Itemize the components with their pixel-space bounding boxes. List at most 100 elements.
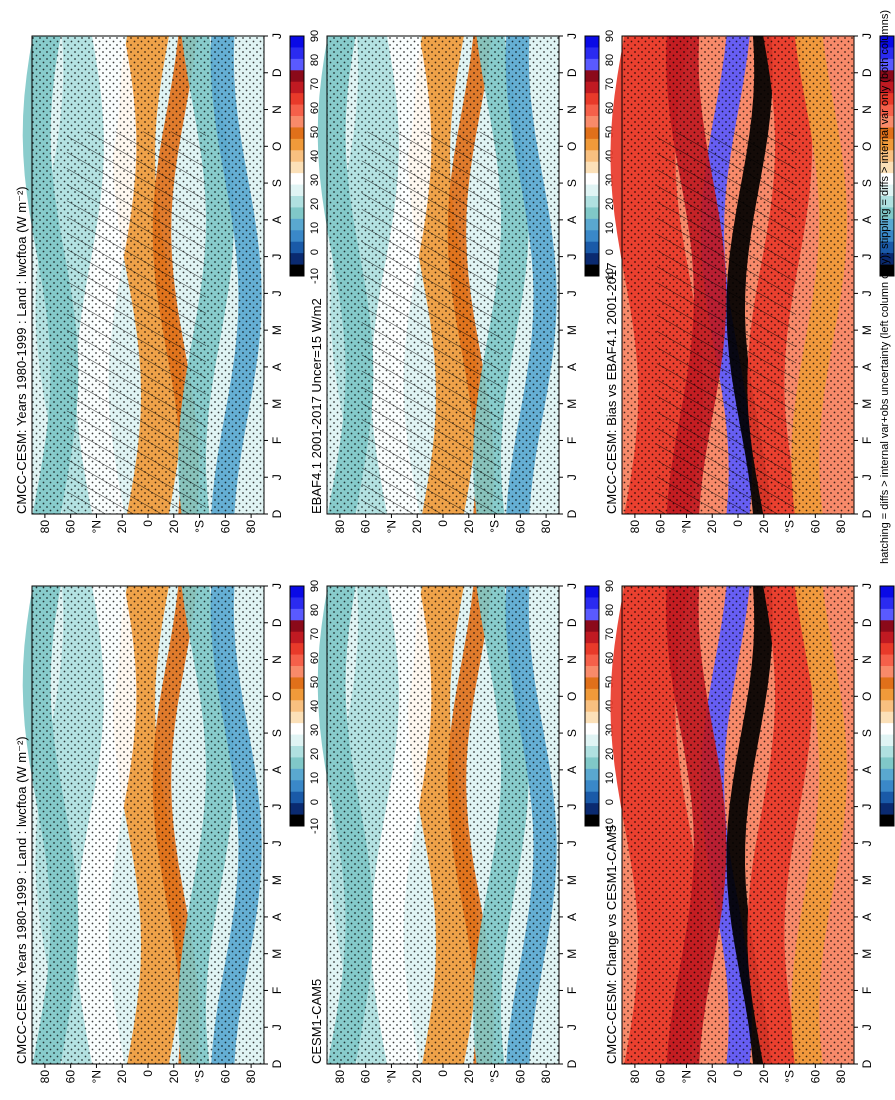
x-tick-label: J bbox=[565, 804, 579, 810]
colorbar-label: 80 bbox=[309, 604, 321, 616]
colorbar-cell bbox=[585, 745, 599, 758]
colorbar-cell bbox=[290, 218, 304, 231]
panel-title: CMCC-CESM: Years 1980-1999 : Land : lwcf… bbox=[14, 736, 29, 1064]
colorbar-cell bbox=[585, 779, 599, 792]
x-tick-label: M bbox=[270, 325, 284, 335]
x-tick-label: D bbox=[565, 618, 579, 627]
y-tick-label: 60 bbox=[513, 1070, 527, 1084]
colorbar-cell bbox=[880, 665, 894, 678]
y-tick-label: 80 bbox=[38, 1070, 52, 1084]
x-tick-label: F bbox=[270, 437, 284, 444]
colorbar-cell bbox=[880, 69, 894, 82]
colorbar-cell bbox=[880, 46, 894, 59]
colorbar-cell bbox=[290, 791, 304, 804]
x-tick-label: J bbox=[270, 290, 284, 296]
stippling-overlay bbox=[622, 586, 854, 1064]
colorbar-label: 90 bbox=[309, 30, 321, 42]
panel-1: CMCC-CESM: Years 1980-1999 : Land : lwcf… bbox=[14, 580, 321, 1084]
colorbar-cell bbox=[290, 252, 304, 265]
y-tick-label: °S bbox=[488, 1070, 502, 1083]
x-tick-label: A bbox=[270, 913, 284, 921]
colorbar-cell bbox=[585, 688, 599, 701]
stippling-overlay bbox=[32, 586, 264, 1064]
colorbar-cell bbox=[880, 252, 894, 265]
y-tick-label: 80 bbox=[244, 1070, 258, 1084]
y-tick-label: 20 bbox=[462, 1070, 476, 1084]
x-tick-label: M bbox=[270, 399, 284, 409]
y-tick-label: 20 bbox=[410, 520, 424, 534]
x-tick-label: N bbox=[270, 105, 284, 114]
colorbar-cell bbox=[585, 149, 599, 162]
y-tick-label: 20 bbox=[705, 1070, 719, 1084]
colorbar-cell bbox=[880, 92, 894, 105]
colorbar-label: 70 bbox=[604, 78, 616, 90]
y-tick-label: 60 bbox=[654, 520, 668, 534]
y-tick-label: 20 bbox=[705, 520, 719, 534]
colorbar-label: 60 bbox=[309, 652, 321, 664]
colorbar-cell bbox=[290, 115, 304, 128]
colorbar-cell bbox=[585, 699, 599, 712]
x-tick-label: N bbox=[860, 105, 874, 114]
x-tick-label: A bbox=[860, 216, 874, 224]
panel-2: EBAF4.1 2001-2017 Uncer=15 W/m2 D J F M A M J J A… bbox=[309, 30, 616, 534]
colorbar-cell bbox=[880, 218, 894, 231]
y-tick-label: °S bbox=[193, 1070, 207, 1083]
x-tick-label: F bbox=[565, 987, 579, 994]
colorbar-cell bbox=[880, 35, 894, 48]
y-tick-label: °S bbox=[193, 520, 207, 533]
x-tick-label: N bbox=[270, 655, 284, 664]
x-tick-label: M bbox=[860, 949, 874, 959]
hatching-overlay bbox=[656, 131, 796, 514]
colorbar-cell bbox=[290, 35, 304, 48]
x-tick-label: A bbox=[565, 913, 579, 921]
panel-title: CMCC-CESM: Years 1980-1999 : Land : lwcf… bbox=[14, 186, 29, 514]
y-tick-label: 80 bbox=[628, 520, 642, 534]
y-tick-label: 80 bbox=[38, 520, 52, 534]
x-tick-label: D bbox=[860, 1059, 874, 1068]
panel-0: CMCC-CESM: Years 1980-1999 : Land : lwcf… bbox=[14, 30, 321, 534]
colorbar-label: 10 bbox=[309, 772, 321, 784]
colorbar-frame bbox=[584, 35, 600, 277]
x-tick-label: A bbox=[565, 363, 579, 371]
x-tick-label: D bbox=[860, 618, 874, 627]
x-tick-label: F bbox=[860, 987, 874, 994]
x-tick-label: D bbox=[270, 68, 284, 77]
x-tick-label: O bbox=[270, 692, 284, 701]
x-tick-label: D bbox=[565, 68, 579, 77]
y-tick-label: 80 bbox=[539, 1070, 553, 1084]
colorbar-label: 90 bbox=[604, 30, 616, 42]
colorbar-cell bbox=[585, 814, 599, 826]
y-tick-label: 60 bbox=[64, 1070, 78, 1084]
colorbar: -20-16-12-8-4048121620 bbox=[879, 35, 895, 277]
colorbar-label: 10 bbox=[309, 222, 321, 234]
colorbar-cell bbox=[880, 734, 894, 746]
x-tick-label: J bbox=[860, 583, 874, 589]
colorbar-cell bbox=[585, 619, 599, 632]
x-tick-label: M bbox=[860, 399, 874, 409]
colorbar-cell bbox=[880, 229, 894, 242]
colorbar-label: 10 bbox=[604, 222, 616, 234]
y-tick-label: 0 bbox=[141, 1070, 155, 1077]
x-tick-label: J bbox=[860, 290, 874, 296]
x-tick-label: J bbox=[270, 474, 284, 480]
colorbar-cell bbox=[290, 802, 304, 815]
x-tick-label: A bbox=[860, 766, 874, 774]
x-tick-label: F bbox=[860, 437, 874, 444]
colorbar-cell bbox=[290, 722, 304, 735]
x-tick-label: A bbox=[270, 363, 284, 371]
x-tick-label: M bbox=[860, 325, 874, 335]
colorbar-cell bbox=[585, 734, 599, 746]
colorbar-cell bbox=[585, 756, 599, 769]
y-tick-label: 60 bbox=[359, 1070, 373, 1084]
colorbar-cell bbox=[290, 676, 304, 689]
colorbar-label: 40 bbox=[309, 150, 321, 162]
x-tick-label: J bbox=[565, 290, 579, 296]
colorbar-label: 60 bbox=[309, 102, 321, 114]
y-tick-label: 80 bbox=[333, 520, 347, 534]
x-tick-label: J bbox=[270, 33, 284, 39]
colorbar-cell bbox=[880, 241, 894, 254]
x-tick-label: S bbox=[565, 729, 579, 737]
colorbar-cell bbox=[290, 734, 304, 746]
colorbar-cell bbox=[880, 619, 894, 632]
